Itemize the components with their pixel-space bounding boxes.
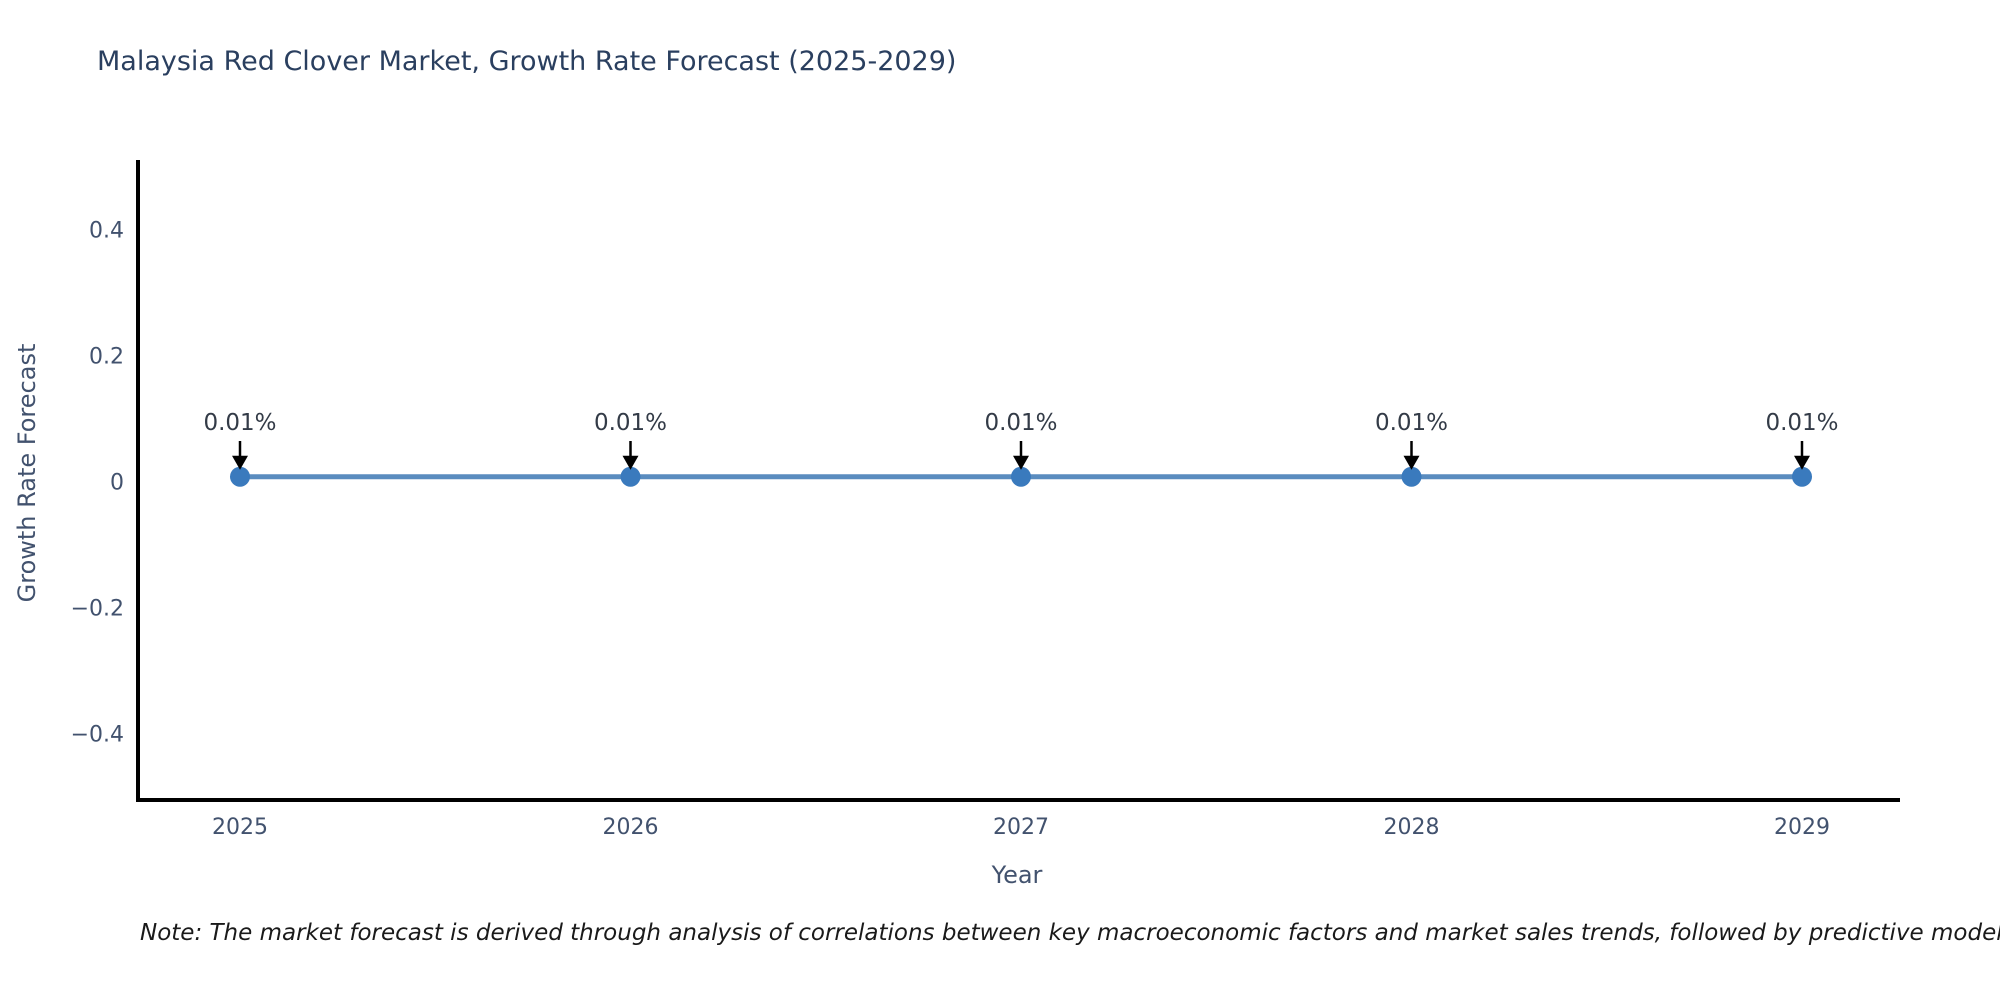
x-tick-label: 2028 [1384,815,1440,840]
y-tick-label: 0 [110,471,124,496]
annotation-arrowhead [1403,455,1420,470]
annotation-arrowhead [1794,455,1810,470]
data-point-marker [1792,466,1812,487]
x-tick-label: 2026 [603,815,659,840]
annotation-arrowhead [232,455,248,470]
x-tick-label: 2029 [1774,815,1830,840]
y-tick-label: −0.4 [71,723,124,748]
point-annotation-label: 0.01% [594,410,667,436]
footnote: Note: The market forecast is derived thr… [140,920,2000,946]
x-tick-label: 2027 [993,815,1049,840]
data-point-marker [230,466,250,487]
x-axis-title: Year [991,861,1043,889]
y-tick-label: −0.2 [71,597,124,622]
data-point-marker [1011,466,1031,487]
y-tick-label: 0.2 [89,345,124,370]
point-annotation-label: 0.01% [203,410,276,436]
point-annotation-label: 0.01% [1375,410,1448,436]
point-annotation-label: 0.01% [984,410,1057,436]
annotation-arrowhead [622,455,639,470]
point-annotation-label: 0.01% [1765,410,1838,436]
chart-title: Malaysia Red Clover Market, Growth Rate … [97,46,957,77]
x-tick-label: 2025 [212,815,268,840]
data-point-marker [1401,466,1422,487]
y-tick-label: 0.4 [89,219,124,244]
data-point-marker [620,466,641,487]
annotation-arrowhead [1013,455,1029,470]
